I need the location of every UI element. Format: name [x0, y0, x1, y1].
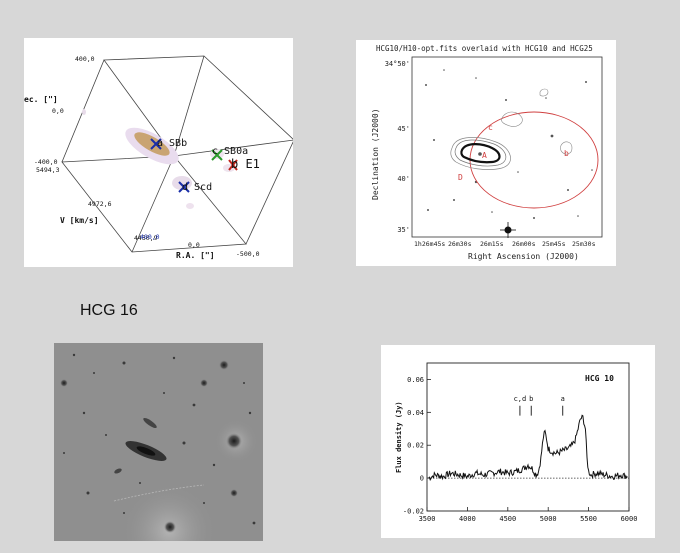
overlay-map: HCG10/H10-opt.fits overlaid with HCG10 a… [371, 44, 603, 261]
tick-v-high: 5494,3 [36, 166, 60, 174]
spectrum-series-line [428, 414, 628, 481]
galaxy-a-contour-inner [134, 132, 170, 156]
overlay-map-panel: HCG10/H10-opt.fits overlaid with HCG10 a… [356, 40, 616, 266]
marker-label-cd: c,d [514, 395, 527, 403]
y-tick-label: 0.06 [407, 376, 424, 384]
axis-ra-label: R.A. ["] [176, 251, 215, 260]
cube-plot-panel: a SBb c SB0a b E1 d Scd 400,0 ec. ["] 0,… [24, 38, 293, 267]
spectrum-frame [426, 362, 630, 512]
galaxy-a-label: a SBb [157, 138, 187, 149]
bright-star [500, 222, 516, 238]
tick-dec-mid: 0,0 [52, 107, 64, 115]
overlay-ylabel: Declination (J2000) [371, 108, 380, 200]
galaxy-b-marker [228, 159, 238, 171]
galaxy-a-marker [150, 138, 162, 150]
y-tick-label: -0.02 [403, 508, 424, 516]
galaxy-c-label: c SB0a [212, 146, 248, 157]
galaxy-small [143, 417, 157, 429]
overlay-label-a: A [482, 151, 487, 160]
tick-ra-mid: 0,0 [188, 241, 200, 249]
y-tick-label: 0.04 [407, 409, 424, 417]
x-tick-0: 1h26m45s [414, 240, 445, 248]
bright-star-right [226, 433, 242, 449]
x-tick-label: 6000 [621, 515, 638, 523]
overlay-label-d: D [458, 173, 463, 182]
marker-label-b: b [529, 395, 533, 403]
cube-back-face [103, 55, 293, 157]
axis-dec-label: ec. ["] [24, 95, 58, 104]
marker-label-a: a [561, 395, 565, 403]
x-tick-4: 25m45s [542, 240, 566, 248]
tick-ra-low: 400,0 [140, 233, 160, 241]
x-tick-1: 26m30s [448, 240, 472, 248]
galaxy-d-label: d Scd [182, 182, 212, 193]
galaxy-a-hi-contour [460, 143, 501, 164]
x-tick-3: 26m00s [512, 240, 536, 248]
galaxy-d-marker [178, 181, 190, 193]
spectrum-chart: HCG 10 Flux density (Jy) 3500 4000 4500 500… [395, 362, 638, 523]
y-tick-0: 34°50' [385, 60, 410, 68]
tick-ra-high: -500,0 [236, 250, 260, 258]
overlay-xlabel: Right Ascension (J2000) [468, 252, 579, 261]
x-tick-label: 4500 [499, 515, 516, 523]
tick-dec-low: -400,0 [34, 158, 58, 166]
overlay-label-c: c [488, 123, 493, 132]
tick-v-low: 4450,9 [134, 234, 158, 242]
optical-image-panel [54, 343, 263, 541]
galaxy-b-label: b E1 [231, 157, 260, 171]
optical-image [54, 343, 263, 541]
x-tick-5: 25m30s [572, 240, 596, 248]
axis-v-label: V [km/s] [60, 216, 99, 225]
tick-v-mid: 4972,6 [88, 200, 112, 208]
x-tick-label: 4000 [459, 515, 476, 523]
overlay-label-b: b [564, 149, 569, 158]
x-tick-label: 3500 [419, 515, 436, 523]
galaxy-c-marker [211, 149, 223, 161]
hcg-caption: HCG 16 [80, 302, 138, 319]
bright-star-bottom [164, 521, 176, 533]
overlay-title: HCG10/H10-opt.fits overlaid with HCG10 a… [376, 44, 593, 53]
x-tick-label: 5000 [540, 515, 557, 523]
y-tick-label: 0.02 [407, 442, 424, 450]
tick-dec-top: 400,0 [75, 55, 95, 63]
galaxy-d-contour [172, 176, 192, 190]
cube-plot: a SBb c SB0a b E1 d Scd 400,0 ec. ["] 0,… [24, 55, 293, 260]
x-tick-label: 5500 [580, 515, 597, 523]
y-tick-2: 40' [397, 175, 410, 183]
overlay-frame [411, 56, 603, 238]
chart-ylabel: Flux density (Jy) [395, 401, 403, 473]
y-tick-1: 45' [397, 125, 410, 133]
y-tick-label: 0 [420, 475, 424, 483]
x-tick-2: 26m15s [480, 240, 504, 248]
spectrum-chart-panel: HCG 10 Flux density (Jy) 3500 4000 4500 500… [381, 345, 655, 538]
chart-title: HCG 10 [585, 374, 614, 383]
y-tick-3: 35' [397, 226, 410, 234]
